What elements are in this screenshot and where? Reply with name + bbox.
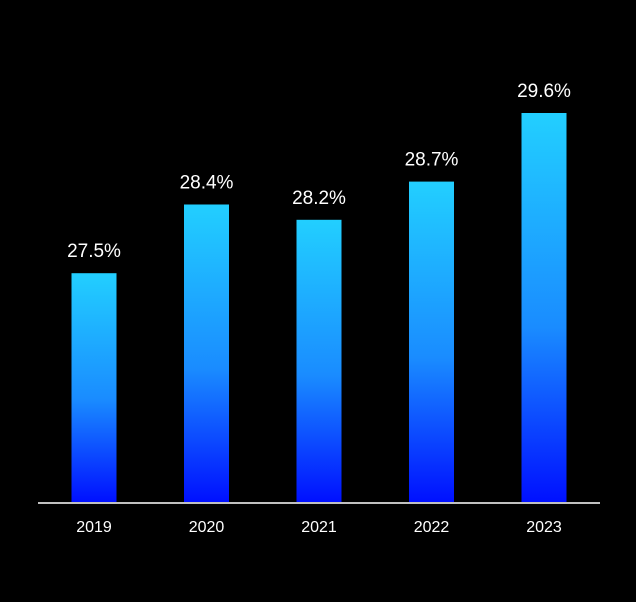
data-labels-group: 27.5% 28.4% 28.2% 28.7% 29.6% — [67, 81, 571, 262]
data-label-2019: 27.5% — [67, 241, 121, 262]
x-tick-labels-group: 2019 2020 2021 2022 2023 — [76, 519, 562, 536]
bar-2022 — [409, 181, 454, 502]
bar-2019 — [71, 273, 117, 502]
x-tick-label-2021: 2021 — [301, 519, 337, 536]
bar-2020 — [184, 204, 229, 502]
x-tick-label-2023: 2023 — [526, 519, 562, 536]
x-tick-label-2020: 2020 — [189, 519, 225, 536]
x-tick-label-2019: 2019 — [76, 519, 112, 536]
bar-2023 — [521, 113, 567, 502]
data-label-2023: 29.6% — [517, 81, 571, 102]
x-tick-label-2022: 2022 — [414, 519, 450, 536]
bars-group — [71, 113, 567, 503]
bar-2021 — [296, 219, 342, 503]
data-label-2021: 28.2% — [292, 188, 346, 209]
data-label-2022: 28.7% — [405, 150, 459, 171]
data-label-2020: 28.4% — [180, 173, 234, 194]
